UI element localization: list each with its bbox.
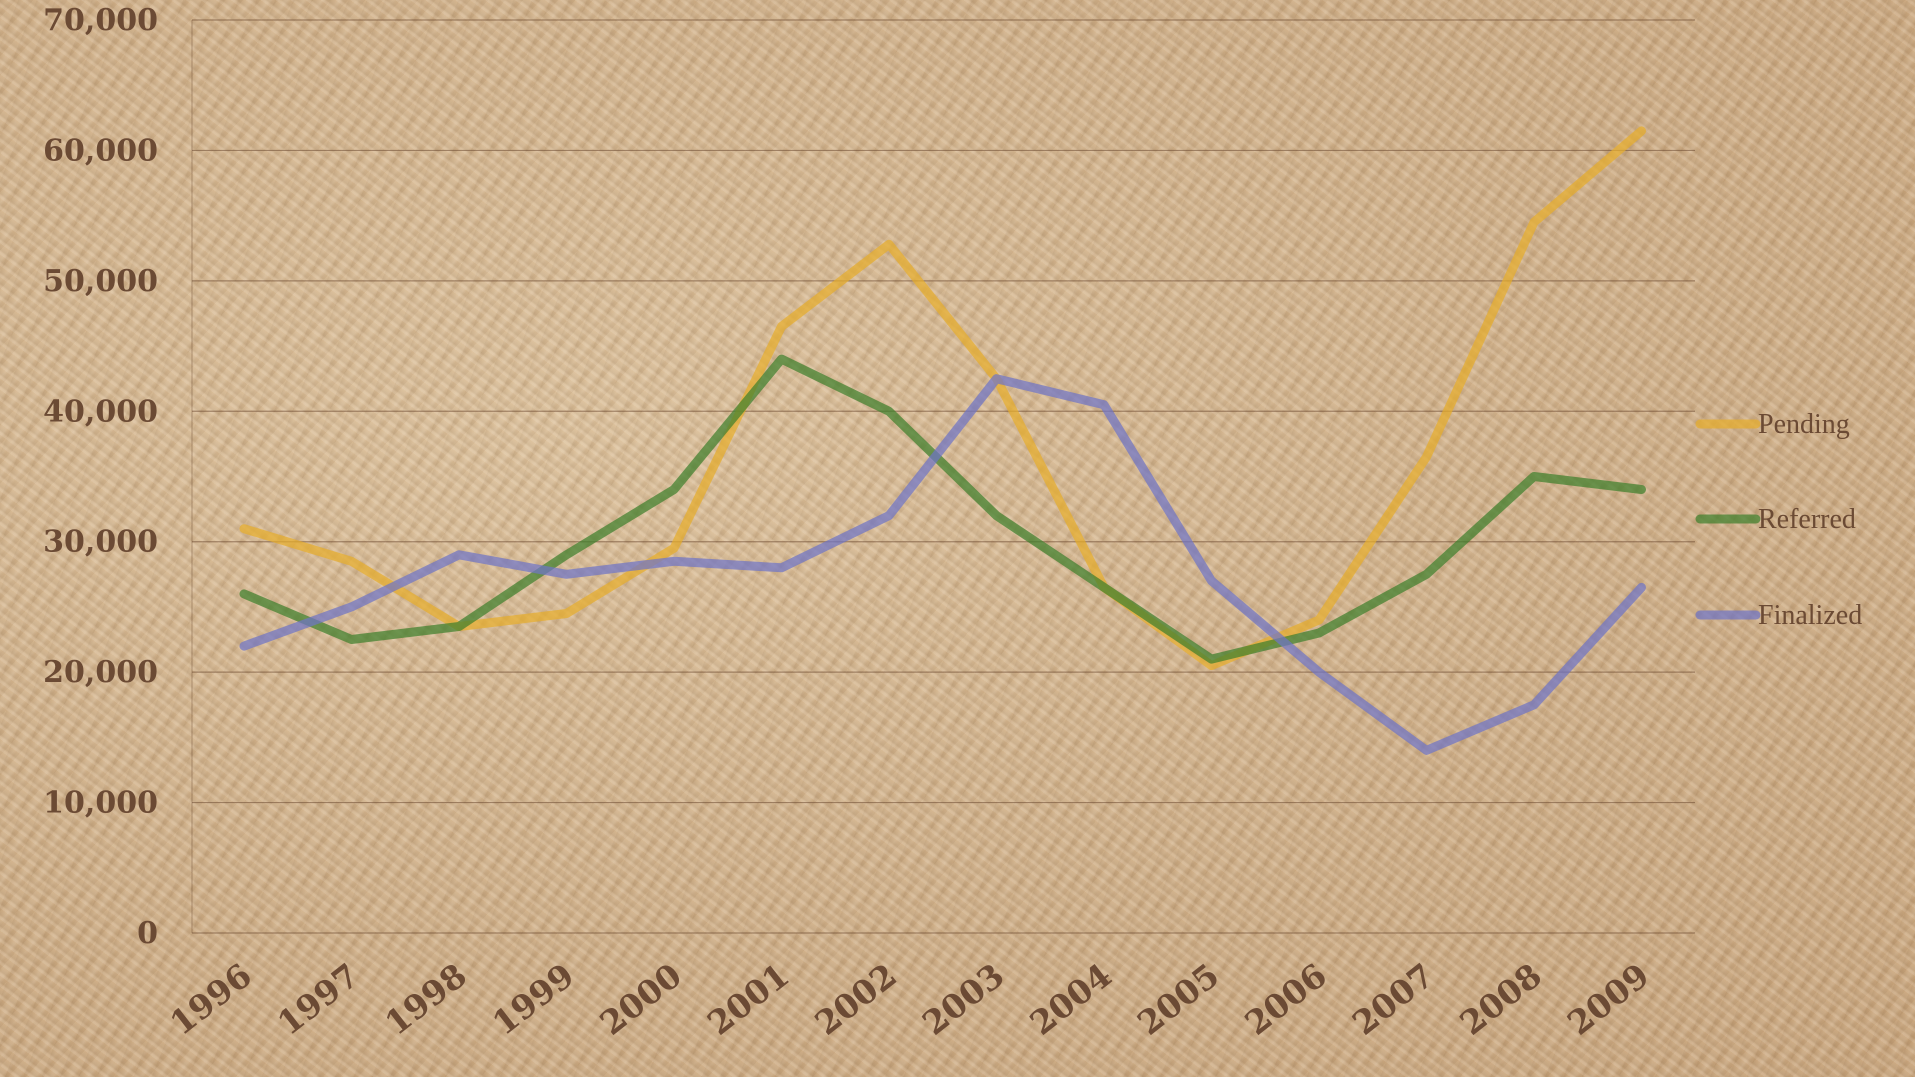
- x-tick-label: 2004: [1023, 956, 1119, 1043]
- legend-label-referred: Referred: [1758, 504, 1856, 535]
- x-tick-label: 2006: [1238, 956, 1334, 1043]
- x-tick-label: 2009: [1560, 956, 1656, 1043]
- x-tick-label: 2003: [915, 956, 1011, 1043]
- x-tick-label: 2002: [808, 956, 904, 1043]
- series-line-referred: [239, 354, 1646, 664]
- y-axis-ticks: 0 10,000 20,000 30,000 40,000 50,000 60,000 70,…: [43, 3, 158, 951]
- x-axis-ticks: 1996 1997 1998 1999 2000 2001 2002 2003 2004 2005…: [163, 956, 1657, 1043]
- series-lines: [239, 126, 1646, 755]
- y-tick-label: 50,000: [43, 264, 158, 299]
- y-tick-label: 70,000: [43, 3, 158, 38]
- y-tick-label: 60,000: [43, 133, 158, 168]
- legend-label-finalized: Finalized: [1758, 600, 1862, 631]
- y-tick-label: 40,000: [43, 394, 158, 429]
- x-tick-label: 2001: [700, 956, 796, 1043]
- x-tick-label: 2005: [1130, 956, 1226, 1043]
- y-tick-label: 10,000: [43, 786, 158, 821]
- grid: [191, 19, 1695, 934]
- x-tick-label: 2008: [1453, 956, 1549, 1043]
- x-tick-label: 1998: [378, 956, 474, 1043]
- legend: Pending Referred Finalized: [1695, 409, 1862, 631]
- x-tick-label: 1999: [485, 956, 581, 1043]
- y-tick-label: 30,000: [43, 525, 158, 560]
- series-line-pending: [239, 126, 1646, 671]
- series-line-finalized: [239, 374, 1646, 755]
- x-tick-label: 1996: [163, 956, 259, 1043]
- x-tick-label: 2000: [593, 956, 689, 1043]
- y-tick-label: 20,000: [43, 655, 158, 690]
- y-tick-label: 0: [137, 916, 158, 951]
- x-tick-label: 2007: [1345, 956, 1441, 1043]
- legend-label-pending: Pending: [1758, 409, 1850, 440]
- x-tick-label: 1997: [270, 956, 366, 1043]
